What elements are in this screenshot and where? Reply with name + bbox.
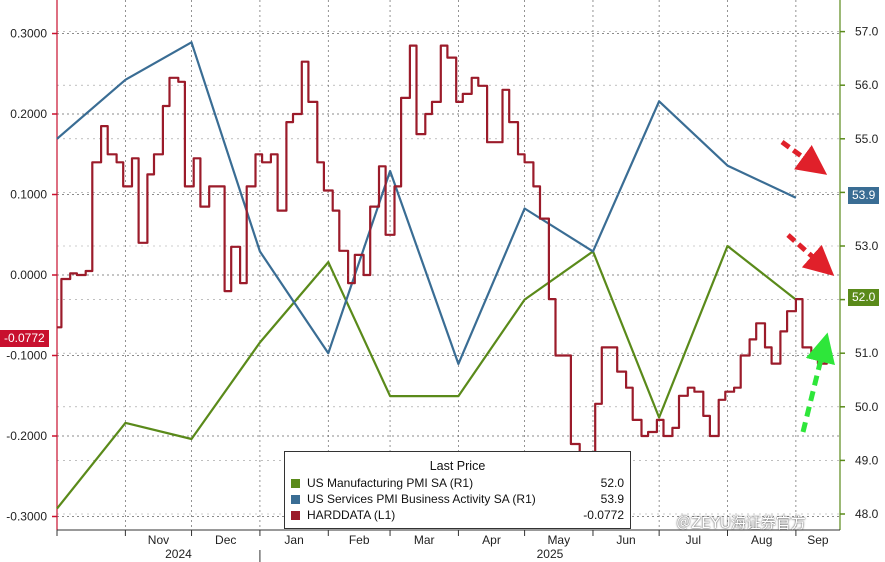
right-tick-label: 57.0 (855, 25, 879, 39)
legend-value: 52.0 (600, 476, 624, 490)
red-arrow-manufacturing (786, 233, 835, 276)
legend-title: Last Price (429, 459, 486, 473)
x-month-label: Dec (215, 533, 236, 547)
legend-item-services: US Services PMI Business Activity SA (R1… (291, 492, 624, 508)
left-tick-label: -0.1000 (6, 349, 47, 363)
right-tick-label: 55.0 (855, 132, 879, 146)
series-lines (56, 41, 828, 510)
harddata-last-badge: -0.0772 (0, 330, 49, 347)
x-month-label: May (547, 533, 570, 547)
red-arrow-services (780, 139, 828, 175)
legend-swatch (291, 479, 300, 488)
left-tick-label: 0.3000 (10, 27, 47, 41)
right-tick-label: 50.0 (855, 400, 879, 414)
right-tick-label: 51.0 (855, 346, 879, 360)
legend-swatch (291, 511, 300, 520)
right-tick-label: 53.0 (855, 239, 879, 253)
watermark: ＠ZEYU海证券官方 (676, 514, 806, 532)
x-axis-labels: Nov Dec Jan Feb Mar Apr May Jun Jul Aug Sep 2024 202… (56, 530, 829, 562)
right-tick-label: 48.0 (855, 507, 879, 521)
legend-swatch (291, 495, 300, 504)
x-month-label: Apr (482, 533, 501, 547)
legend-item-manufacturing: US Manufacturing PMI SA (R1) 52.0 (291, 476, 624, 492)
legend-item-harddata: HARDDATA (L1) -0.0772 (291, 508, 624, 524)
x-month-label: Nov (148, 533, 169, 547)
left-tick-label: 0.1000 (10, 188, 47, 202)
x-month-label: Mar (414, 533, 435, 547)
left-tick-label: 0.0000 (10, 268, 47, 282)
x-year-label: 2024 (165, 547, 192, 561)
x-month-label: Jun (616, 533, 635, 547)
right-tick-label: 56.0 (855, 78, 879, 92)
legend-label: US Manufacturing PMI SA (R1) (307, 476, 474, 490)
right-tick-label: 49.0 (855, 453, 879, 467)
legend-label: HARDDATA (L1) (307, 508, 396, 522)
annotation-arrows (780, 139, 835, 433)
x-year-label: 2025 (537, 547, 564, 561)
left-axis-ticks: 0.3000 0.2000 0.1000 0.0000 -0.1000 -0.2000 -0… (6, 27, 57, 524)
x-month-label: Feb (349, 533, 370, 547)
legend: Last Price US Manufacturing PMI SA (R1) … (284, 451, 631, 529)
legend-value: -0.0772 (583, 508, 624, 522)
manufacturing-last-badge: 52.0 (848, 289, 880, 306)
x-month-label: Jul (686, 533, 701, 547)
manufacturing-line (56, 244, 797, 510)
axes (56, 0, 841, 531)
left-tick-label: 0.2000 (10, 107, 47, 121)
x-month-label: Aug (751, 533, 772, 547)
left-tick-label: -0.2000 (6, 429, 47, 443)
legend-value: 53.9 (600, 492, 624, 506)
x-month-label: Jan (284, 533, 303, 547)
services-line (56, 41, 797, 365)
left-tick-label: -0.3000 (6, 510, 47, 524)
x-month-label: Sep (807, 533, 829, 547)
green-arrow-harddata (800, 332, 835, 433)
legend-label: US Services PMI Business Activity SA (R1… (307, 492, 536, 506)
services-last-badge: 53.9 (848, 187, 880, 204)
harddata-line (57, 44, 828, 478)
right-axis-ticks: 57.056.055.054.053.052.051.050.049.048.0 (840, 25, 879, 521)
